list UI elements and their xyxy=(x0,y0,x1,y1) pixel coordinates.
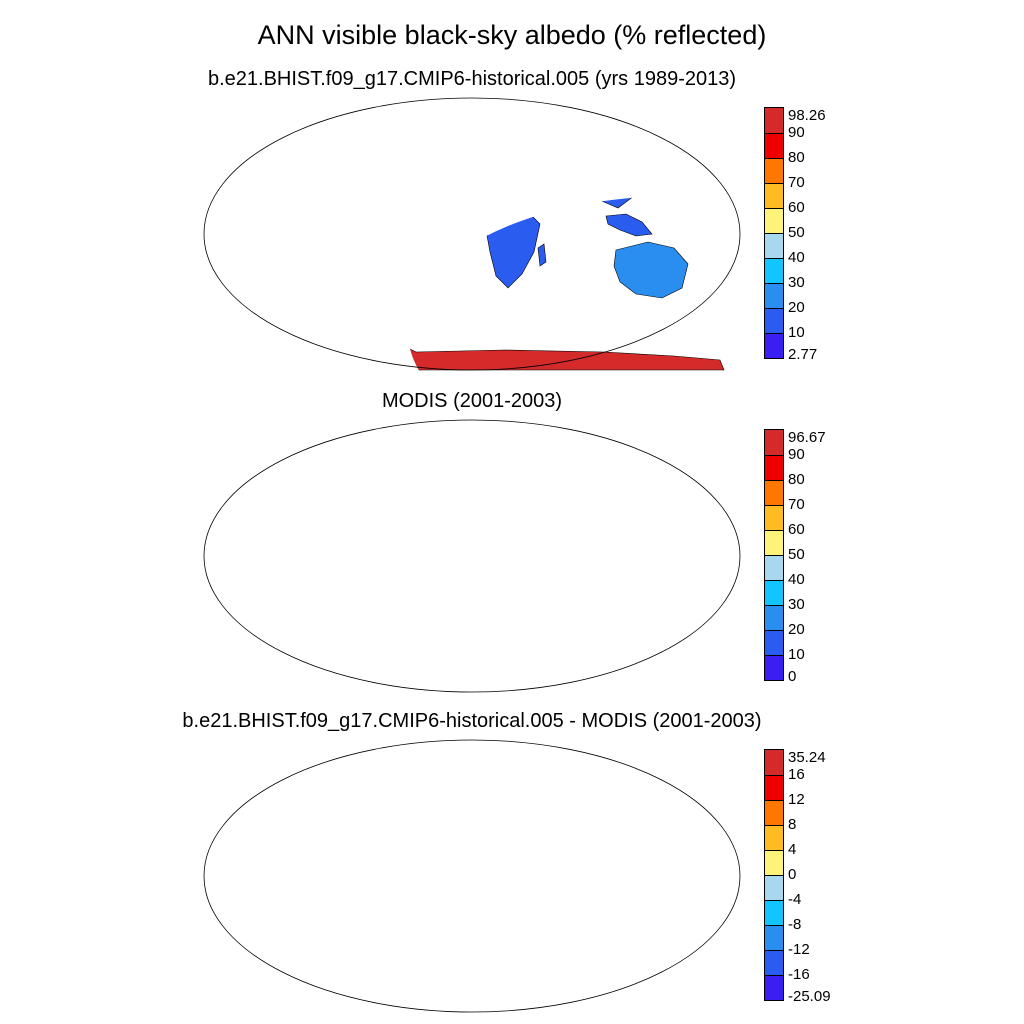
colorbar-segment xyxy=(765,183,783,208)
colorbar-label: 30 xyxy=(788,596,805,613)
colorbar-label: 40 xyxy=(788,571,805,588)
colorbar-segment xyxy=(765,308,783,333)
map-border xyxy=(203,419,741,693)
region-islands xyxy=(537,213,653,267)
region-greenland xyxy=(400,750,466,790)
colorbar-label: 10 xyxy=(788,324,805,341)
colorbar-label: 20 xyxy=(788,299,805,316)
colorbar-segment xyxy=(765,258,783,283)
region-australia xyxy=(613,241,689,299)
colorbar-segment xyxy=(765,875,783,900)
colorbar-label: 96.67 xyxy=(788,429,826,446)
colorbar-segment xyxy=(765,455,783,480)
colorbar-label: 30 xyxy=(788,274,805,291)
colorbar-label: 80 xyxy=(788,471,805,488)
colorbar-segment xyxy=(765,605,783,630)
colorbar-label: 70 xyxy=(788,174,805,191)
colorbar-segment xyxy=(765,133,783,158)
colorbar-label: -8 xyxy=(788,916,802,933)
colorbar-label: 16 xyxy=(788,766,805,783)
colorbar-label: 8 xyxy=(788,816,797,833)
colorbar-segment xyxy=(765,283,783,308)
colorbar-label: 90 xyxy=(788,446,805,463)
colorbar-label: 2.77 xyxy=(788,346,818,363)
region-islands xyxy=(538,856,652,908)
colorbar-label: 0 xyxy=(788,866,797,883)
colorbar-label: 90 xyxy=(788,124,805,141)
region-arctic-canada xyxy=(302,756,406,788)
colorbar-segment xyxy=(765,775,783,800)
colorbar-segment xyxy=(765,505,783,530)
panel-title: b.e21.BHIST.f09_g17.CMIP6-historical.005… xyxy=(207,68,737,90)
colorbar-label: -16 xyxy=(788,966,810,983)
colorbar-label: 20 xyxy=(788,621,805,638)
region-eurasia xyxy=(475,196,683,209)
colorbar-segment xyxy=(765,630,783,655)
colorbar-label: 35.24 xyxy=(788,749,826,766)
region-eurasia xyxy=(476,766,682,850)
colorbar-segment xyxy=(765,555,783,580)
map-border xyxy=(203,739,741,1013)
colorbar-label: 60 xyxy=(788,521,805,538)
colorbar-label: 70 xyxy=(788,496,805,513)
colorbar-label: 40 xyxy=(788,249,805,266)
colorbar xyxy=(764,749,784,1001)
colorbar-label: -4 xyxy=(788,891,802,908)
colorbar-segment xyxy=(765,233,783,258)
colorbar-segment xyxy=(765,975,783,1000)
colorbar-label: 50 xyxy=(788,546,805,563)
map-border xyxy=(203,97,741,371)
colorbar-segment xyxy=(765,750,783,775)
colorbar-segment xyxy=(765,800,783,825)
colorbar xyxy=(764,107,784,359)
region-siberia-north xyxy=(504,756,674,774)
colorbar-label: 50 xyxy=(788,224,805,241)
panel-title: MODIS (2001-2003) xyxy=(381,390,563,412)
colorbar-segment xyxy=(765,900,783,925)
colorbar-segment xyxy=(765,208,783,233)
colorbar-label: 80 xyxy=(788,149,805,166)
colorbar-label: -12 xyxy=(788,941,810,958)
colorbar-segment xyxy=(765,530,783,555)
colorbar-segment xyxy=(765,850,783,875)
region-africa-north xyxy=(454,800,550,858)
colorbar-label: 10 xyxy=(788,646,805,663)
colorbar xyxy=(764,429,784,681)
colorbar-label: -25.09 xyxy=(788,988,831,1005)
colorbar-segment xyxy=(765,655,783,680)
panel-title: b.e21.BHIST.f09_g17.CMIP6-historical.005… xyxy=(182,710,762,732)
region-south-america xyxy=(338,860,416,988)
colorbar-segment xyxy=(765,480,783,505)
colorbar-segment xyxy=(765,108,783,133)
colorbar-segment xyxy=(765,158,783,183)
colorbar-segment xyxy=(765,430,783,455)
colorbar-segment xyxy=(765,950,783,975)
colorbar-label: 4 xyxy=(788,841,797,858)
colorbar-segment xyxy=(765,925,783,950)
colorbar-segment xyxy=(765,580,783,605)
region-north-america xyxy=(264,780,400,888)
colorbar-label: 12 xyxy=(788,791,805,808)
colorbar-segment xyxy=(765,333,783,358)
colorbar-label: 98.26 xyxy=(788,107,826,124)
region-australia xyxy=(614,884,688,940)
colorbar-segment xyxy=(765,825,783,850)
colorbar-label: 0 xyxy=(788,668,797,685)
main-title: ANN visible black-sky albedo (% reflecte… xyxy=(257,20,767,50)
colorbar-label: 60 xyxy=(788,199,805,216)
region-africa-south xyxy=(486,852,540,930)
